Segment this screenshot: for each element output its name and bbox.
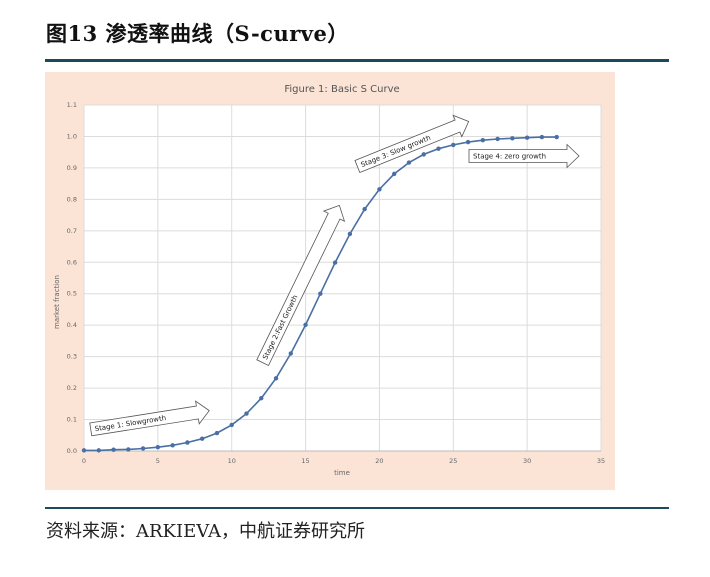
arrow-shape xyxy=(354,114,470,174)
y-tick-label: 0.3 xyxy=(67,353,77,361)
data-point xyxy=(451,142,456,148)
y-tick-label: 0.2 xyxy=(67,384,77,392)
data-point xyxy=(185,440,190,445)
annotation-label: Stage 4: zero growth xyxy=(473,153,546,161)
data-point xyxy=(199,436,205,441)
data-point xyxy=(244,411,249,416)
data-point xyxy=(377,187,382,192)
data-point xyxy=(214,430,220,436)
data-point xyxy=(126,447,131,452)
y-tick-label: 0.7 xyxy=(67,227,77,235)
y-tick-label: 0.6 xyxy=(67,258,77,266)
data-point xyxy=(554,134,559,140)
top-divider xyxy=(45,59,669,62)
y-axis-label: market fraction xyxy=(53,275,61,329)
data-point xyxy=(421,152,426,157)
x-tick-label: 15 xyxy=(301,457,309,465)
y-tick-label: 0.8 xyxy=(67,195,77,203)
arrow-shape xyxy=(468,143,580,169)
data-point xyxy=(111,447,116,452)
data-point xyxy=(332,260,338,265)
data-point xyxy=(273,376,279,381)
data-point xyxy=(495,136,500,142)
y-tick-label: 0.5 xyxy=(67,290,77,298)
figure-title: 图13 渗透率曲线（S-curve） xyxy=(46,21,349,46)
data-point xyxy=(480,138,486,143)
arrow-shape xyxy=(89,400,210,437)
x-tick-label: 20 xyxy=(375,457,383,465)
data-point xyxy=(81,448,87,453)
data-point xyxy=(96,448,101,453)
data-point xyxy=(524,135,530,140)
data-point xyxy=(406,160,412,165)
y-tick-label: 1.1 xyxy=(67,101,77,109)
y-tick-label: 0.0 xyxy=(67,447,77,455)
data-point xyxy=(303,322,308,328)
x-tick-label: 5 xyxy=(156,457,160,465)
data-point xyxy=(510,136,515,141)
data-point xyxy=(288,351,293,356)
x-tick-label: 30 xyxy=(523,457,531,465)
x-axis-label: time xyxy=(334,469,350,477)
data-point xyxy=(436,146,441,151)
data-point xyxy=(347,231,353,237)
x-tick-label: 35 xyxy=(597,457,605,465)
annotation-arrow: Stage 4: zero growth xyxy=(468,143,580,169)
x-tick-label: 0 xyxy=(82,457,86,465)
data-point xyxy=(465,139,471,145)
data-point xyxy=(155,445,161,450)
data-point xyxy=(318,291,323,296)
arrow-shape xyxy=(256,204,346,367)
data-point xyxy=(259,395,264,401)
data-point xyxy=(229,422,234,428)
x-tick-label: 10 xyxy=(228,457,236,465)
y-tick-label: 0.9 xyxy=(67,164,77,172)
source-note: 资料来源：ARKIEVA，中航证券研究所 xyxy=(46,521,366,542)
y-tick-label: 0.4 xyxy=(67,321,77,329)
data-point xyxy=(392,171,397,177)
chart-title: Figure 1: Basic S Curve xyxy=(284,84,399,95)
bottom-divider xyxy=(45,507,669,509)
y-tick-label: 0.1 xyxy=(67,416,77,424)
s-curve-chart: 0 5 10 15 20 25 30 35 0.0 0.1 0.2 0.3 0.4 0.5 0.6 0.7 0.… xyxy=(45,72,615,490)
data-point xyxy=(170,443,175,448)
x-tick-label: 25 xyxy=(449,457,457,465)
data-point xyxy=(539,134,545,140)
data-point xyxy=(362,206,367,212)
y-tick-label: 1.0 xyxy=(67,132,77,140)
data-point xyxy=(140,446,146,451)
